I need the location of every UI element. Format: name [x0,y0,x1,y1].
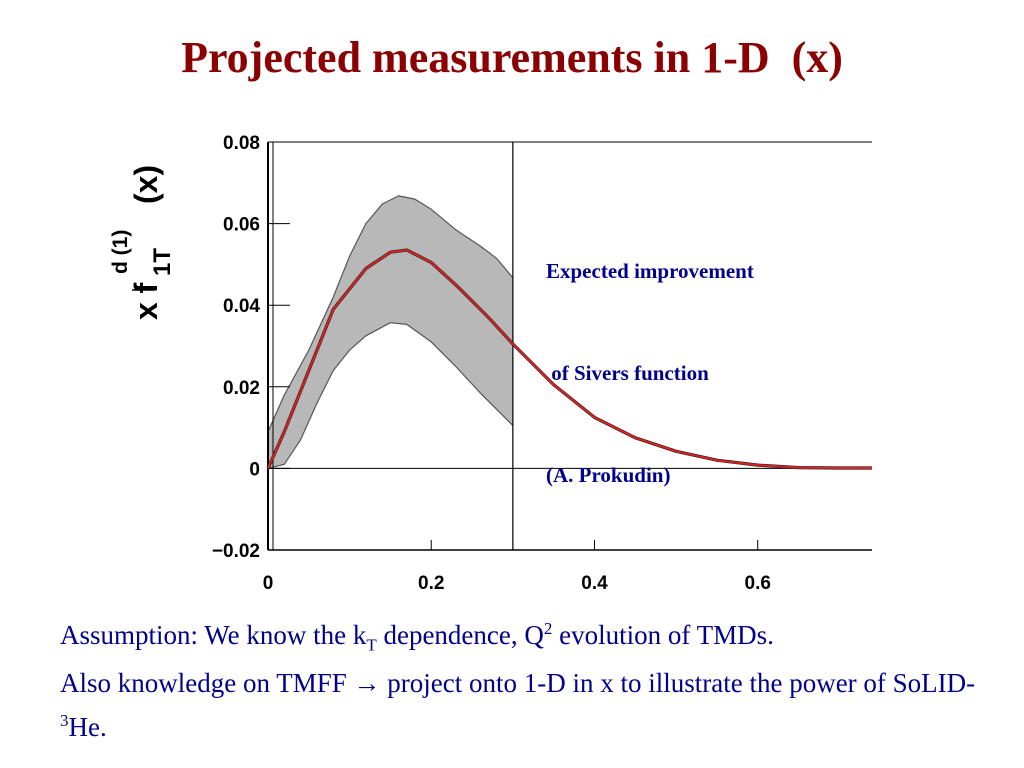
y-label-suffix: (x) [128,165,164,204]
y-label-base: x f [128,282,164,320]
y-axis-label: x f 1T d (1) (x) [109,165,176,320]
annotation: Expected improvement of Sivers function … [546,186,754,526]
x-tick-label: 0.2 [418,573,444,594]
uncertainty-band-layer [267,195,514,469]
annotation-line-2: of Sivers function [546,361,709,385]
footer-part: Also knowledge on TMFF [60,668,354,699]
band-lower-edge [267,322,514,469]
y-tick-label: 0 [249,459,260,480]
curve-layer [266,248,872,470]
footer-part: evolution of TMDs. [552,620,774,650]
footer-part: dependence, Q [376,620,544,650]
uncertainty-band [268,195,513,469]
y-tick-label: 0.08 [223,133,260,154]
band-upper-edge [267,195,514,432]
y-label-sup: d (1) [109,230,132,274]
footer-text: Assumption: We know the kT dependence, Q… [60,610,1000,746]
y-tick-label: 0.02 [223,378,260,399]
y-tick-label: −0.02 [212,541,260,562]
footer-part: He. [68,712,107,743]
slide-title: Projected measurements in 1-D (x) [181,33,843,82]
y-label-sub: 1T [149,248,176,276]
annotation-line-3: (A. Prokudin) [546,463,671,487]
x-tick-label: 0 [263,573,274,594]
footer-sup: 3 [60,711,69,731]
x-tick-label: 0.6 [745,573,771,594]
x-tick-label: 0.4 [581,573,608,594]
annotation-line-1: Expected improvement [546,259,754,283]
footer-sup: 2 [543,619,553,638]
arrow-icon: → [353,668,381,699]
footer-part: Assumption: We know the k [60,620,367,650]
footer-sub: T [366,635,377,655]
y-tick-label: 0.06 [223,215,260,236]
footer-part: project onto 1-D in x to illustrate the … [380,668,976,699]
y-tick-label: 0.04 [223,296,260,317]
central-curve [267,249,872,469]
